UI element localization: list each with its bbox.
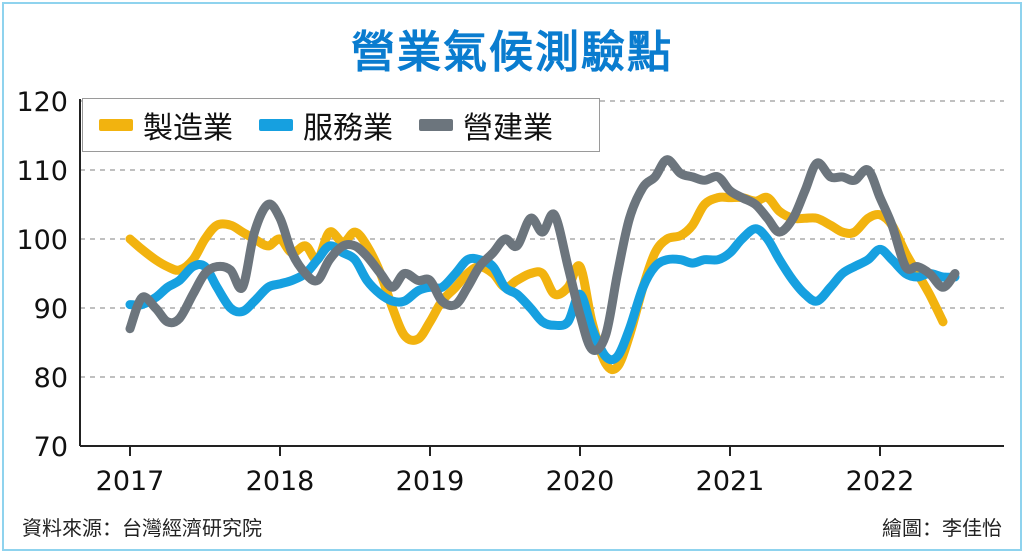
y-tick-label: 100 [16,225,68,256]
y-tick-label: 80 [34,363,68,394]
legend-label: 營建業 [463,111,553,146]
chart-title: 營業氣候測驗點 [351,27,673,78]
legend-item-services[interactable]: 服務業 [259,103,393,147]
series-group [125,155,960,375]
x-tick-label: 2018 [246,466,315,497]
legend-label: 製造業 [143,111,233,146]
legend-label: 服務業 [303,111,393,146]
legend: 製造業 服務業 營建業 [82,98,600,152]
legend-swatch [419,119,453,131]
legend-swatch [99,119,133,131]
legend-item-manufacturing[interactable]: 製造業 [99,103,233,147]
y-tick-label: 90 [34,294,68,325]
source-note: 資料來源：台灣經濟研究院 [22,516,262,540]
y-axis: 70 80 90 100 110 120 [16,87,81,463]
x-tick-label: 2017 [96,466,165,497]
credit-note: 繪圖：李佳怡 [882,516,1002,540]
series-line-services [125,224,960,365]
legend-swatch [259,119,293,131]
x-tick-label: 2022 [846,466,915,497]
series-line-construction [125,155,960,355]
y-tick-label: 110 [16,156,68,187]
y-tick-label: 70 [34,432,68,463]
x-axis: 2017 2018 2019 2020 2021 2022 [80,445,1004,497]
y-tick-label: 120 [16,87,68,118]
x-tick-label: 2019 [396,466,465,497]
x-tick-label: 2021 [696,466,765,497]
x-tick-label: 2020 [546,466,615,497]
series-line-manufacturing [125,192,948,375]
legend-item-construction[interactable]: 營建業 [419,103,553,147]
